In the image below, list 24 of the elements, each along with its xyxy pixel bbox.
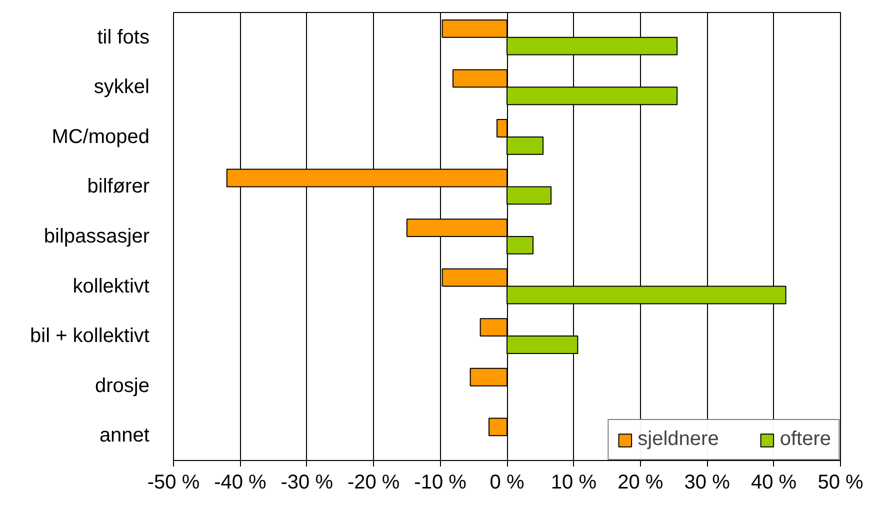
x-tick-label: 10 % — [550, 472, 597, 494]
x-tick-label: 40 % — [751, 472, 797, 494]
y-tick-label: drosje — [95, 374, 150, 397]
x-tick-label: -50 % — [147, 472, 200, 494]
y-tick-label: bilpassasjer — [44, 226, 150, 248]
y-tick-label: bilfører — [87, 176, 150, 198]
x-tick-label: -20 % — [347, 472, 400, 494]
y-tick-label: sykkel — [94, 76, 150, 98]
x-tick-label: 50 % — [818, 472, 864, 494]
x-tick-label: -30 % — [280, 472, 334, 494]
y-tick-label: MC/moped — [52, 126, 150, 148]
x-tick-label: -10 % — [414, 472, 467, 494]
x-tick-label: 20 % — [618, 472, 664, 494]
bar — [470, 368, 508, 386]
y-tick-label: kollektivt — [72, 275, 150, 298]
legend-label: oftere — [780, 428, 831, 451]
x-tick-label: 0 % — [490, 472, 524, 494]
y-tick-label: annet — [99, 424, 150, 447]
y-tick-label: bil + kollektivt — [30, 325, 150, 348]
legend-label: sjeldnere — [638, 428, 719, 451]
y-tick-label: til fots — [97, 26, 150, 48]
x-tick-label: 30 % — [684, 472, 730, 494]
bar — [488, 418, 508, 436]
x-tick-label: -40 % — [214, 472, 267, 494]
